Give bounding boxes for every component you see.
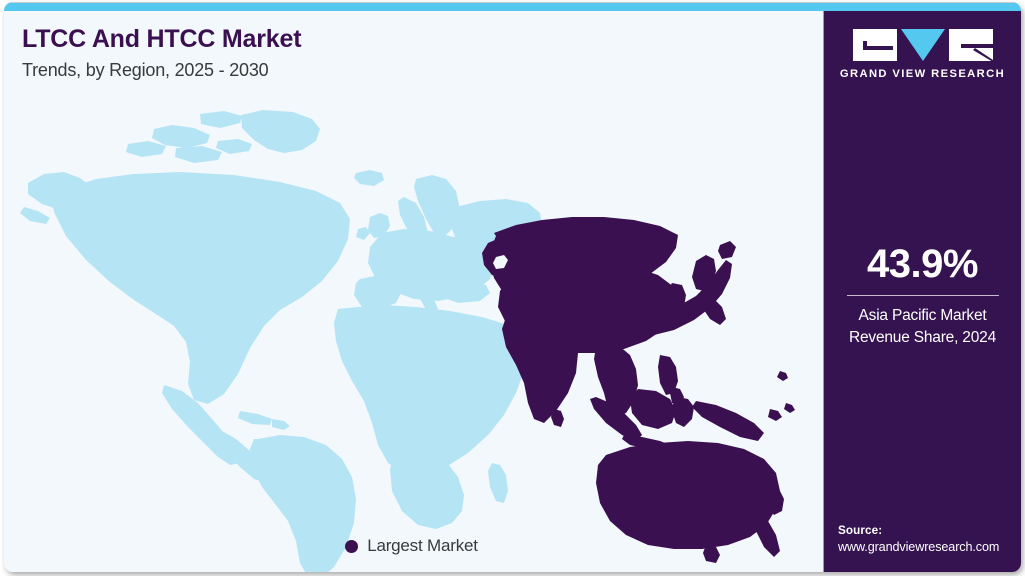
map-land-default [20, 110, 542, 572]
page-title: LTCC And HTCC Market [22, 25, 302, 53]
side-panel: GRAND VIEW RESEARCH 43.9% Asia Pacific M… [823, 11, 1021, 572]
world-map [4, 11, 819, 572]
page-subtitle: Trends, by Region, 2025 - 2030 [22, 60, 269, 80]
top-accent-bar [4, 2, 1021, 11]
logo-marks [852, 29, 993, 61]
source-label: Source: [838, 524, 883, 537]
logo-wordmark: GRAND VIEW RESEARCH [839, 68, 1006, 80]
stat-caption-line-2: Revenue Share, 2024 [848, 329, 996, 346]
stat-block: 43.9% Asia Pacific Market Revenue Share,… [824, 243, 1021, 349]
legend-item-label: Largest Market [367, 536, 478, 555]
map-legend: Largest Market [4, 536, 819, 556]
letter-g-mark [852, 29, 897, 61]
source-block: Source: www.grandviewresearch.com [838, 524, 999, 554]
letter-v-triangle-mark [900, 29, 945, 61]
infographic-card: LTCC And HTCC Market Trends, by Region, … [4, 2, 1021, 572]
stat-caption-line-1: Asia Pacific Market [858, 307, 987, 324]
stat-divider [846, 295, 999, 296]
map-region-asia-pacific-highlighted[interactable] [482, 217, 795, 563]
source-url[interactable]: www.grandviewresearch.com [838, 540, 1000, 554]
brand-logo[interactable]: GRAND VIEW RESEARCH [824, 29, 1021, 80]
map-pane: LTCC And HTCC Market Trends, by Region, … [4, 11, 819, 572]
title-block: LTCC And HTCC Market Trends, by Region, … [22, 25, 302, 81]
filled-circle-icon [345, 539, 359, 553]
stat-value: 43.9% [867, 242, 978, 286]
letter-r-mark [948, 29, 993, 61]
